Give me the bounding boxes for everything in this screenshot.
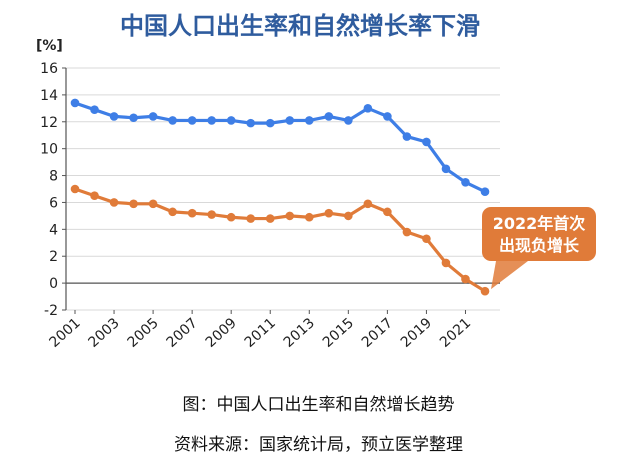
annotation-box xyxy=(482,207,596,261)
data-point xyxy=(207,116,216,125)
x-tick-label: 2003 xyxy=(86,315,123,351)
data-point xyxy=(246,118,256,128)
series-1 xyxy=(70,98,490,196)
annotation-pointer xyxy=(491,261,528,290)
annotation-text: 出现负增长 xyxy=(499,236,580,255)
data-point xyxy=(70,98,80,108)
data-point xyxy=(265,214,275,223)
data-point xyxy=(402,132,412,141)
y-tick-label: -2 xyxy=(44,303,58,319)
data-point xyxy=(90,191,99,201)
data-point xyxy=(207,210,216,219)
x-tick-label: 2015 xyxy=(320,315,357,351)
data-point xyxy=(422,234,431,244)
data-point xyxy=(324,112,334,121)
data-point xyxy=(441,258,451,268)
data-point xyxy=(422,137,431,147)
series-line xyxy=(74,187,486,293)
y-tick-label: 10 xyxy=(40,142,58,158)
data-point xyxy=(461,177,470,187)
data-point xyxy=(363,199,373,209)
data-point xyxy=(109,112,119,121)
x-tick-label: 2017 xyxy=(359,315,396,351)
annotation-text: 2022年首次 xyxy=(493,214,586,233)
y-tick-labels: -2 0 2 4 6 8 10 12 14 16 xyxy=(40,61,58,319)
y-axis-unit-label: [%] xyxy=(36,38,63,54)
chart-title: 中国人口出生率和自然增长率下滑 xyxy=(120,12,480,40)
data-point xyxy=(285,116,295,125)
x-tick-label: 2019 xyxy=(398,315,435,351)
data-point xyxy=(383,112,392,121)
data-point xyxy=(246,214,256,223)
data-point xyxy=(168,207,177,217)
figure-caption: 图：中国人口出生率和自然增长趋势 xyxy=(182,395,455,415)
data-point xyxy=(304,212,314,222)
y-tick-label: 14 xyxy=(40,88,58,104)
x-tick-label: 2009 xyxy=(203,315,240,351)
x-tick-label: 2001 xyxy=(46,315,83,351)
data-point xyxy=(363,104,373,113)
chart: 中国人口出生率和自然增长率下滑 [%] -2 0 2 4 6 8 10 12 14 16 2001… xyxy=(36,12,596,351)
x-tick-label: 2013 xyxy=(281,315,318,351)
data-point xyxy=(90,105,99,114)
x-tick-label: 2011 xyxy=(242,315,279,351)
data-point xyxy=(109,198,119,207)
x-tick-labels: 2001 2003 2005 2007 2009 2011 2013 2015 2017 2019… xyxy=(46,315,474,351)
data-point xyxy=(226,212,236,222)
data-point xyxy=(129,113,138,123)
series-line xyxy=(74,101,486,194)
grid-lines xyxy=(66,67,500,311)
data-point xyxy=(461,274,470,284)
data-point xyxy=(383,207,392,217)
source-caption: 资料来源：国家统计局，预立医学整理 xyxy=(174,435,463,455)
axes xyxy=(62,67,500,314)
data-point xyxy=(344,211,353,221)
data-point xyxy=(129,199,138,209)
series-layer xyxy=(70,98,490,296)
data-point xyxy=(265,118,275,128)
x-tick-label: 2005 xyxy=(125,315,162,351)
data-point xyxy=(187,208,197,218)
data-point xyxy=(304,116,314,125)
y-tick-label: 12 xyxy=(40,115,58,131)
y-tick-label: 2 xyxy=(49,249,58,265)
data-point xyxy=(148,112,158,121)
data-point xyxy=(480,187,490,196)
y-tick-label: 6 xyxy=(49,195,58,211)
y-tick-label: 16 xyxy=(40,61,58,77)
data-point xyxy=(402,227,412,237)
x-tick-label: 2007 xyxy=(164,315,201,351)
data-point xyxy=(187,116,197,125)
y-tick-label: 8 xyxy=(49,169,58,185)
data-point xyxy=(70,184,80,194)
data-point xyxy=(344,116,353,125)
data-point xyxy=(148,199,158,209)
data-point xyxy=(480,286,490,296)
y-tick-label: 0 xyxy=(49,276,58,292)
x-tick-label: 2021 xyxy=(437,315,474,351)
data-point xyxy=(441,164,451,174)
series-2 xyxy=(70,184,490,296)
data-point xyxy=(324,208,334,218)
data-point xyxy=(168,116,177,125)
data-point xyxy=(285,211,295,221)
data-point xyxy=(226,116,236,125)
y-tick-label: 4 xyxy=(49,222,58,238)
